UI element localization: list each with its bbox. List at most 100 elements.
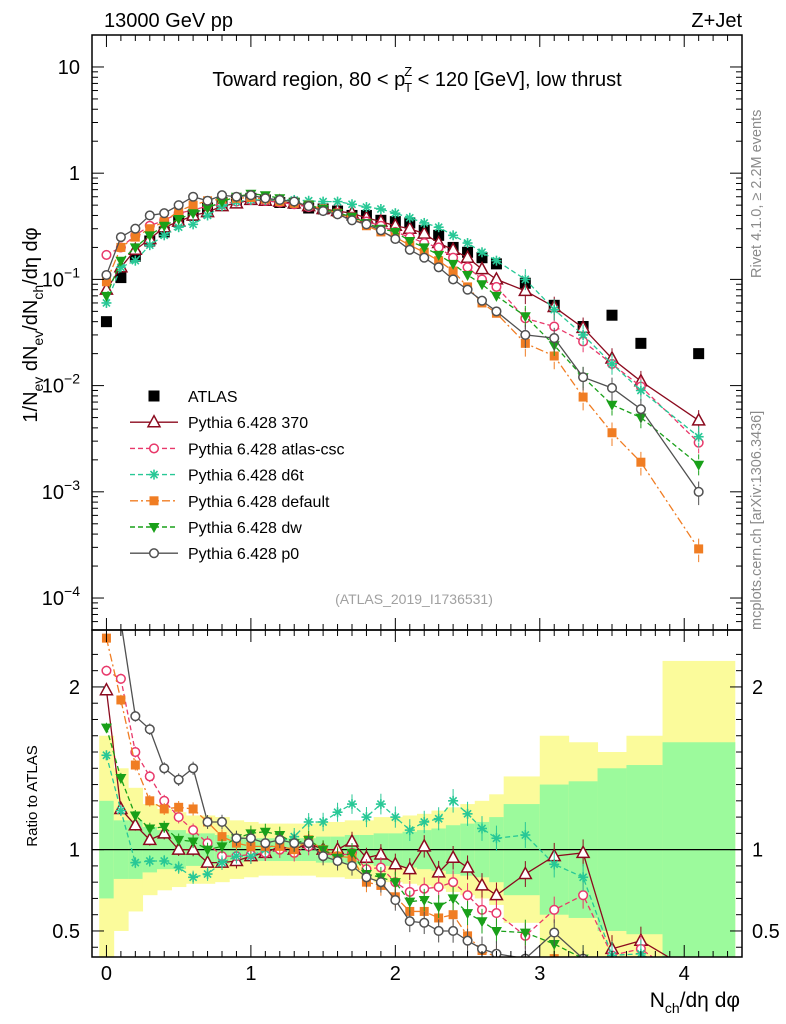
star-stroke <box>189 873 198 882</box>
x-tick-label: 3 <box>534 963 545 985</box>
main-y-tick-label: 10−2 <box>42 371 80 398</box>
star-stroke <box>376 799 385 809</box>
point-default <box>636 457 646 467</box>
ratio-line-atlas_csc <box>106 670 654 957</box>
star-stroke <box>160 856 169 866</box>
ratio-point-dw <box>389 878 401 889</box>
point-p0 <box>578 372 589 383</box>
series-line-dw <box>105 193 700 466</box>
point-d6t <box>375 204 386 215</box>
ratio-line-d6t <box>105 755 648 957</box>
point-p0 <box>231 191 242 202</box>
point-d6t <box>404 212 415 223</box>
ratio-point-p370 <box>402 861 418 875</box>
ratio-point-p0 <box>130 711 141 722</box>
ratio-point-default <box>608 995 617 1004</box>
legend-entry-p0: Pythia 6.428 p0 <box>130 546 299 563</box>
ratio-point-p370 <box>460 859 475 873</box>
point-default <box>116 242 126 252</box>
ratio-y-tick-label: 0.5 <box>52 921 80 943</box>
star-stroke <box>391 812 400 822</box>
ratio-point-atlas_csc <box>549 904 560 915</box>
ratio-point-d6t <box>318 816 329 827</box>
legend-label-p370: Pythia 6.428 370 <box>188 415 308 432</box>
legend-entry-atlas_csc: Pythia 6.428 atlas-csc <box>130 441 345 458</box>
ratio-point-p0 <box>202 816 213 828</box>
series-p0 <box>101 190 704 506</box>
ratio-point-d6t <box>188 872 199 883</box>
ratio-point-dw <box>259 827 271 838</box>
main-frame <box>91 34 743 631</box>
legend-marker-p0 <box>148 548 160 559</box>
star-stroke <box>102 298 111 308</box>
star-stroke <box>449 796 458 805</box>
point-p0 <box>202 195 213 206</box>
legend-entry-p370: Pythia 6.428 370 <box>130 414 308 432</box>
ratio-line-default <box>105 637 499 957</box>
point-default <box>174 206 184 216</box>
legend-label-atlas_csc: Pythia 6.428 atlas-csc <box>188 441 345 458</box>
main-y-tick-label: 10 <box>58 57 80 79</box>
ratio-point-p0 <box>404 916 415 927</box>
ratio-point-d6t <box>115 805 126 816</box>
ratio-point-atlas_csc <box>433 881 444 893</box>
ratio-point-p0 <box>188 763 199 774</box>
point-p0 <box>476 295 488 306</box>
point-p0 <box>491 306 502 317</box>
legend-marker-d6t <box>149 469 159 480</box>
main-y-tick-label: 10−1 <box>42 264 80 291</box>
star-stroke <box>420 817 429 827</box>
star-stroke <box>116 263 125 272</box>
star-stroke <box>477 248 487 257</box>
star-stroke <box>319 197 328 206</box>
ratio-point-p370 <box>171 841 186 855</box>
ratio-point-dw <box>187 837 199 848</box>
ratio-point-d6t <box>404 825 415 836</box>
star-stroke <box>463 809 472 818</box>
series-line-p370 <box>105 199 700 421</box>
ratio-point-default <box>116 695 126 705</box>
star-stroke <box>477 824 487 833</box>
star-stroke <box>694 432 703 441</box>
point-p0 <box>274 194 285 205</box>
point-atlas <box>476 252 488 264</box>
ratio-point-p0 <box>608 974 617 983</box>
ratio-point-atlas_csc <box>448 877 459 888</box>
point-atlas <box>115 272 127 284</box>
star-stroke <box>521 275 530 284</box>
point-d6t <box>419 217 430 228</box>
point-dw <box>187 209 199 220</box>
ratio-point-p0 <box>462 935 473 946</box>
point-d6t <box>635 385 646 396</box>
point-p0 <box>346 215 358 226</box>
ratio-point-p0 <box>637 969 646 978</box>
legend-marker-atlas_csc <box>148 443 160 454</box>
legend: ATLAS Pythia 6.428 370 Pythia 6.428 atlas-… <box>130 389 345 563</box>
point-atlas <box>606 309 618 321</box>
point-p0 <box>173 200 184 211</box>
point-p0 <box>216 190 228 201</box>
point-dw <box>144 231 156 242</box>
ratio-point-p0 <box>433 925 444 937</box>
ratio-point-default <box>636 995 645 1004</box>
point-dw <box>433 250 445 261</box>
ratio-series-p0 <box>121 630 646 983</box>
point-atlas_csc <box>101 249 112 260</box>
ratio-point-dw <box>433 902 445 913</box>
ratio-point-p370 <box>128 817 143 831</box>
ratio-point-p370 <box>388 856 403 870</box>
ratio-point-dw <box>173 835 185 846</box>
star-stroke <box>145 856 154 866</box>
ratio-point-d6t <box>245 851 256 862</box>
ratio-point-default <box>419 906 429 916</box>
ratio-point-atlas_csc <box>578 890 589 901</box>
point-p0 <box>404 244 415 255</box>
point-p0 <box>693 486 704 497</box>
point-p0 <box>289 196 300 207</box>
star-stroke <box>521 830 530 840</box>
point-dw <box>462 270 474 281</box>
ratio-point-p370 <box>416 838 432 852</box>
star-stroke <box>347 799 357 809</box>
point-d6t <box>101 297 112 308</box>
star-stroke <box>391 209 400 218</box>
